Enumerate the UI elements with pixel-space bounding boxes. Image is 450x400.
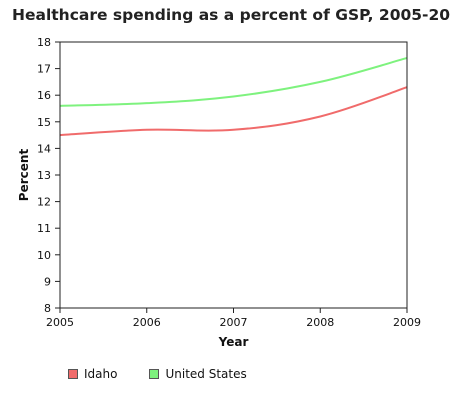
y-tick-label-18: 18 bbox=[37, 36, 51, 49]
y-tick-label-12: 12 bbox=[37, 196, 51, 209]
legend-swatch-united-states bbox=[149, 369, 160, 379]
y-axis-label: Percent bbox=[17, 149, 31, 202]
x-axis-label: Year bbox=[218, 335, 249, 349]
y-tick-label-14: 14 bbox=[37, 142, 51, 155]
y-tick-label-16: 16 bbox=[37, 89, 51, 102]
y-axis-ticks: 8 9 10 11 12 13 14 15 16 17 18 bbox=[37, 36, 60, 315]
x-tick-label-2009: 2009 bbox=[393, 316, 421, 329]
legend-item-united-states[interactable]: United States bbox=[149, 367, 247, 381]
y-tick-label-9: 9 bbox=[44, 275, 51, 288]
y-tick-label-11: 11 bbox=[37, 222, 51, 235]
y-tick-label-17: 17 bbox=[37, 63, 51, 76]
series-line-idaho[interactable] bbox=[59, 86, 408, 137]
series-lines bbox=[59, 56, 408, 137]
y-tick-label-13: 13 bbox=[37, 169, 51, 182]
legend: Idaho United States bbox=[68, 367, 279, 381]
x-tick-label-2008: 2008 bbox=[306, 316, 334, 329]
x-tick-label-2006: 2006 bbox=[133, 316, 161, 329]
x-tick-label-2005: 2005 bbox=[46, 316, 74, 329]
legend-label-idaho: Idaho bbox=[84, 367, 118, 381]
y-tick-label-8: 8 bbox=[44, 302, 51, 315]
y-tick-label-10: 10 bbox=[37, 249, 51, 262]
chart-title: Healthcare spending as a percent of GSP,… bbox=[12, 6, 450, 24]
plot-frame bbox=[59, 41, 408, 309]
y-tick-label-15: 15 bbox=[37, 116, 51, 129]
legend-item-idaho[interactable]: Idaho bbox=[68, 367, 117, 381]
legend-swatch-idaho bbox=[68, 369, 78, 379]
legend-label-united-states: United States bbox=[165, 367, 247, 381]
x-axis-ticks: 2005 2006 2007 2008 2009 bbox=[46, 308, 421, 329]
x-tick-label-2007: 2007 bbox=[220, 316, 248, 329]
series-line-united-states[interactable] bbox=[59, 56, 408, 107]
